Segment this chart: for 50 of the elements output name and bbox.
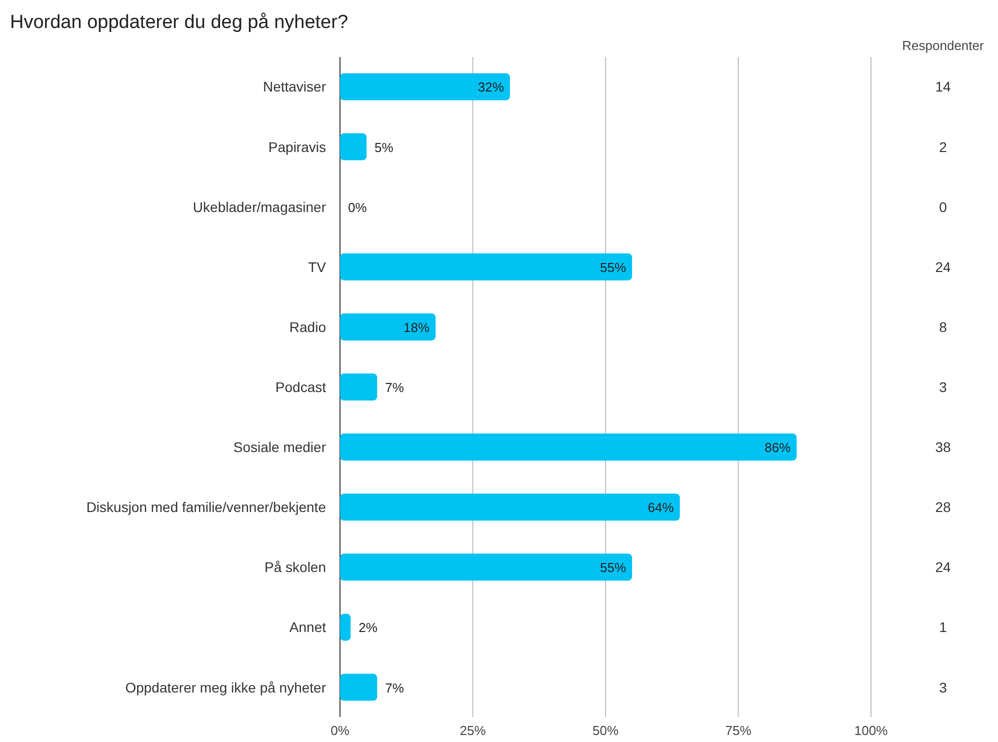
- text: 3: [939, 379, 948, 395]
- bar: [340, 554, 632, 581]
- data-label: 32%: [478, 80, 504, 95]
- y-tick-label: Papiravis: [268, 138, 326, 155]
- x-tick-label: 50%: [592, 723, 619, 738]
- bar: [340, 674, 378, 701]
- data-label: 55%: [600, 560, 626, 576]
- bar: [340, 434, 797, 461]
- text: Hvordan oppdaterer du deg på nyheter?: [10, 12, 348, 33]
- data-label: 0%: [348, 200, 368, 215]
- x-tick-label: 0%: [330, 723, 350, 738]
- x-tick-label: 25%: [460, 723, 486, 738]
- y-tick-label: Sosiale medier: [233, 439, 326, 456]
- text: 1: [939, 619, 948, 636]
- text: 0: [939, 198, 948, 215]
- data-label: 2%: [358, 620, 378, 636]
- y-tick-label: Ukeblader/magasiner: [192, 198, 326, 215]
- y-tick-label: Radio: [289, 318, 326, 335]
- text: 24: [935, 258, 951, 275]
- bar: [340, 253, 632, 280]
- bar: [340, 313, 436, 340]
- text: 8: [939, 318, 948, 335]
- data-label: 86%: [764, 440, 792, 456]
- y-tick-label: TV: [308, 258, 327, 275]
- y-tick-label: Annet: [289, 619, 326, 636]
- y-tick-label: Nettaviser: [262, 78, 326, 95]
- y-tick-label: På skolen: [264, 559, 326, 576]
- data-label: 64%: [648, 500, 674, 516]
- bar: [340, 614, 351, 641]
- bar: [340, 73, 510, 100]
- bar: [340, 133, 367, 160]
- text: 24: [935, 559, 951, 576]
- text: 38: [935, 439, 951, 456]
- text: 2: [939, 138, 948, 155]
- bar: [340, 373, 378, 401]
- text: 3: [939, 679, 948, 696]
- data-label: 5%: [374, 140, 394, 155]
- data-label: 18%: [404, 320, 430, 335]
- x-tick-label: 100%: [854, 723, 888, 738]
- data-label: 55%: [600, 260, 626, 275]
- data-label: 7%: [385, 380, 404, 395]
- text: 14: [935, 78, 951, 95]
- bar: [340, 494, 680, 521]
- y-tick-label: Podcast: [275, 379, 326, 395]
- x-tick-label: 75%: [725, 723, 752, 738]
- data-label: 7%: [385, 680, 404, 696]
- text: Respondenter: [902, 38, 985, 53]
- y-tick-label: Oppdaterer meg ikke på nyheter: [125, 679, 326, 696]
- y-tick-label: Diskusjon med familie/venner/bekjente: [86, 499, 326, 516]
- text: 28: [935, 499, 951, 516]
